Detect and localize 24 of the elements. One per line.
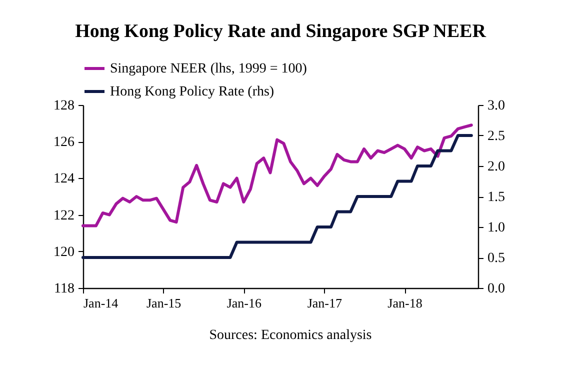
y-tick-label: 124: [54, 172, 74, 187]
y2-tick-label: 2.5: [488, 129, 505, 144]
y2-tick-label: 3.0: [488, 98, 505, 114]
y2-tick-label: 0.0: [488, 282, 505, 296]
y2-tick-label: 2.0: [488, 160, 505, 174]
y2-tick-label: 1.0: [488, 220, 505, 236]
line-series: [82, 134, 473, 259]
x-tick-label: Jan-14: [84, 296, 119, 310]
x-tick-label: Jan-15: [146, 296, 182, 310]
line-series: [82, 124, 473, 228]
y2-tick-label: 0.5: [488, 251, 505, 266]
y-tick-label: 118: [54, 282, 74, 296]
x-tick-label: Jan-17: [307, 296, 343, 310]
y2-tick-label: 1.5: [488, 190, 505, 205]
y-tick-label: 120: [54, 244, 74, 260]
legend-label: Hong Kong Policy Rate (rhs): [110, 84, 274, 100]
x-tick-label: Jan-16: [226, 296, 262, 310]
y-tick-label: 122: [54, 208, 74, 224]
y-tick-label: 128: [54, 98, 74, 114]
source-note: Sources: Economics analysis: [208, 328, 373, 344]
legend-label: Singapore NEER (lhs, 1999 = 100): [110, 62, 308, 76]
y-tick-label: 126: [54, 135, 74, 150]
x-tick-label: Jan-18: [388, 296, 422, 310]
chart-title: Hong Kong Policy Rate and Singapore SGP NEER: [75, 21, 486, 42]
